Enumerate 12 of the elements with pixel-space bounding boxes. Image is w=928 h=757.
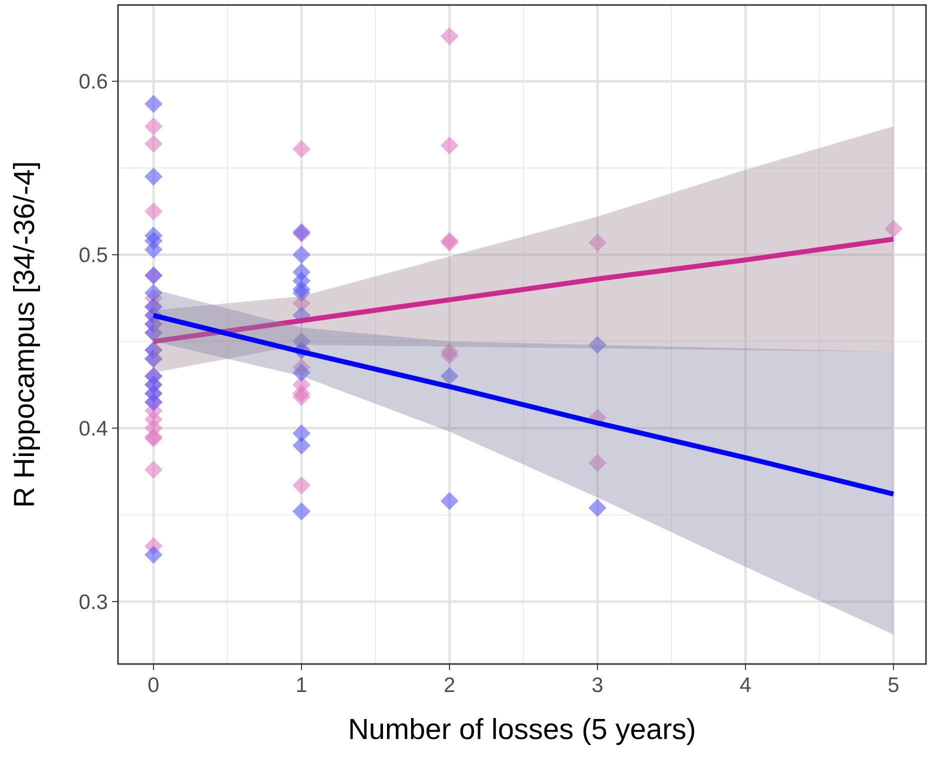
x-tick-label: 4 xyxy=(740,674,752,697)
y-tick-label: 0.3 xyxy=(78,590,108,614)
y-tick-label: 0.4 xyxy=(78,417,108,440)
x-tick-label: 2 xyxy=(444,674,456,697)
x-tick-label: 0 xyxy=(148,674,160,697)
x-tick-label: 3 xyxy=(592,674,604,697)
x-tick-label: 1 xyxy=(296,674,308,697)
x-tick-label: 5 xyxy=(888,674,900,697)
y-tick-label: 0.6 xyxy=(78,70,108,94)
y-tick-label: 0.5 xyxy=(78,244,108,268)
x-axis-title: Number of losses (5 years) xyxy=(348,714,696,746)
y-axis-title: R Hippocampus [34/-36/-4] xyxy=(9,161,41,508)
